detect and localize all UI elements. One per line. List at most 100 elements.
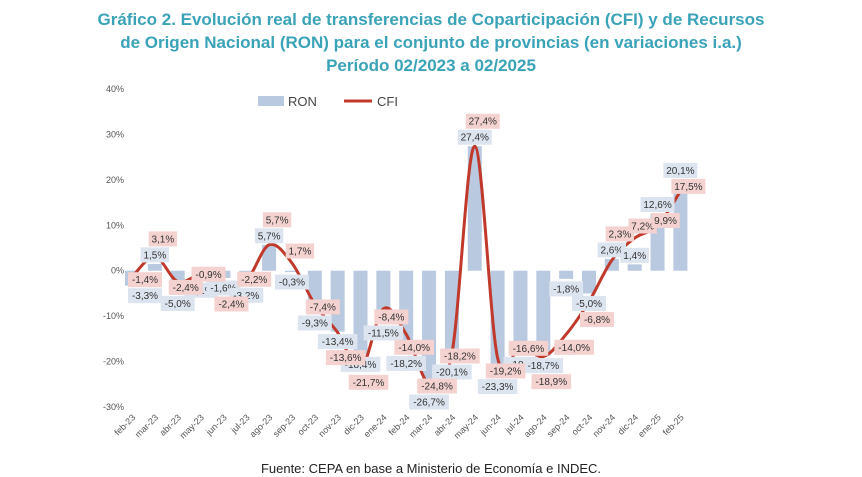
cfi-data-label: 7,2% (628, 218, 657, 234)
ron-data-label-text: -0,3% (279, 278, 305, 289)
ron-data-label-text: -13,4% (322, 337, 354, 348)
ron-bar (604, 258, 619, 271)
ron-data-label-text: -5,0% (576, 299, 602, 310)
ron-data-label: 1,5% (140, 247, 170, 263)
cfi-data-label: -2,2% (237, 271, 272, 287)
ron-data-label: -5,0% (160, 295, 195, 311)
ron-data-label-text: -11,5% (368, 328, 399, 339)
ron-data-label-text: 20,1% (666, 166, 694, 177)
y-tick-label: 20% (106, 175, 124, 185)
cfi-data-label-text: -13,6% (330, 353, 362, 364)
ron-bar (627, 264, 642, 271)
cfi-data-label-bg (531, 374, 572, 390)
ron-data-label-text: -1,8% (553, 284, 579, 295)
cfi-data-label-text: 9,9% (654, 216, 677, 227)
cfi-data-label-bg (465, 113, 500, 129)
y-tick-label: -20% (103, 357, 124, 367)
cfi-data-label: 5,7% (262, 212, 292, 228)
ron-data-label-bg (597, 242, 627, 258)
ron-data-label: -9,3% (297, 315, 332, 331)
cfi-data-label-text: -14,0% (398, 343, 430, 354)
ron-data-label-bg (274, 274, 309, 290)
x-tick-label: may-24 (452, 412, 480, 440)
ron-data-label: 20,1% (663, 162, 698, 178)
ron-data-label: -11,5% (363, 325, 404, 341)
ron-data-label: 12,6% (640, 196, 675, 212)
ron-data-label-bg (640, 196, 675, 212)
cfi-data-label-bg (374, 309, 409, 325)
ron-data-label: -1,8% (549, 281, 584, 297)
cfi-data-label: -1,4% (128, 272, 162, 288)
ron-bar (559, 270, 574, 279)
ron-data-label: -0,3% (274, 274, 309, 290)
cfi-data-label: 3,1% (148, 231, 178, 247)
ron-data-label-bg (297, 315, 332, 331)
x-tick-label: ene-24 (362, 412, 389, 439)
ron-data-label-bg (549, 281, 584, 297)
ron-data-label-text: -5,0% (165, 299, 191, 310)
cfi-data-label-text: -16,6% (513, 344, 545, 355)
chart-title-line-2: de Origen Nacional (RON) para el conjunt… (120, 33, 742, 52)
ron-bar (284, 270, 299, 273)
y-tick-label: -30% (103, 402, 124, 412)
cfi-data-label-text: -8,4% (378, 312, 404, 323)
x-tick-label: ene-25 (636, 412, 663, 439)
legend-cfi-label: CFI (377, 94, 398, 109)
cfi-data-label: 1,7% (285, 243, 315, 259)
cfi-data-label: -2,4% (214, 296, 249, 312)
ron-bar (673, 179, 688, 271)
ron-data-label-text: -1,6% (210, 283, 236, 294)
ron-data-label: -13,4% (317, 334, 358, 350)
x-tick-label: may-23 (178, 412, 206, 440)
cfi-data-label-text: -2,4% (173, 283, 199, 294)
ron-data-label: -20,1% (432, 364, 472, 380)
ron-data-label-text: -26,7% (413, 398, 445, 409)
cfi-data-label-bg (285, 243, 315, 259)
x-tick-label: ago-24 (522, 412, 549, 439)
cfi-data-label-bg (191, 266, 226, 282)
ron-data-label-bg (663, 162, 698, 178)
cfi-data-label-text: -18,9% (535, 377, 567, 388)
cfi-data-label: -2,4% (168, 279, 203, 295)
ron-data-label: 1,4% (620, 247, 649, 263)
cfi-data-label-text: -6,8% (584, 315, 610, 326)
ron-data-label: 5,7% (254, 228, 284, 244)
cfi-data-label-bg (554, 339, 594, 355)
legend-ron-swatch (258, 96, 284, 106)
x-tick-label: jun-23 (203, 412, 228, 437)
cfi-data-label-text: 1,7% (289, 246, 312, 257)
ron-data-label-text: 2,6% (600, 245, 623, 256)
ron-data-label: -5,0% (572, 295, 606, 311)
cfi-data-label: -7,4% (305, 299, 340, 315)
ron-data-label: 2,6% (597, 242, 627, 258)
ron-data-label-text: -23,3% (482, 382, 514, 393)
cfi-data-label-text: -2,2% (241, 275, 267, 286)
y-axis: 40% 30% 20% 10% 0% -10% -20% -30% (103, 84, 124, 412)
cfi-data-label-text: -19,2% (490, 366, 522, 377)
ron-data-label-text: -20,1% (436, 368, 468, 379)
x-tick-label: sep-23 (271, 412, 298, 439)
y-tick-label: 30% (106, 129, 124, 139)
ron-data-label: -18,7% (523, 358, 564, 374)
cfi-data-label-bg (262, 212, 292, 228)
cfi-data-label-bg (148, 231, 178, 247)
cfi-data-label-bg (628, 218, 657, 234)
cfi-data-label: 27,4% (465, 113, 500, 129)
cfi-data-label: 9,9% (651, 212, 680, 228)
legend: RON CFI (258, 94, 398, 109)
cfi-data-label-bg (605, 226, 635, 242)
cfi-data-label: -13,6% (325, 350, 366, 366)
cfi-data-label: -0,9% (191, 266, 226, 282)
ron-data-label-bg (128, 288, 162, 304)
cfi-data-label-text: -1,4% (132, 275, 158, 286)
ron-bar (490, 270, 505, 377)
ron-data-label-text: 12,6% (643, 200, 671, 211)
ron-bar (582, 270, 596, 294)
y-tick-label: 10% (106, 220, 124, 230)
ron-data-label-bg (317, 334, 358, 350)
cfi-data-label-bg (214, 296, 249, 312)
chart-title-line-3: Período 02/2023 a 02/2025 (326, 56, 536, 75)
cfi-data-label-bg (237, 271, 272, 287)
x-tick-label: mar-24 (407, 412, 434, 439)
